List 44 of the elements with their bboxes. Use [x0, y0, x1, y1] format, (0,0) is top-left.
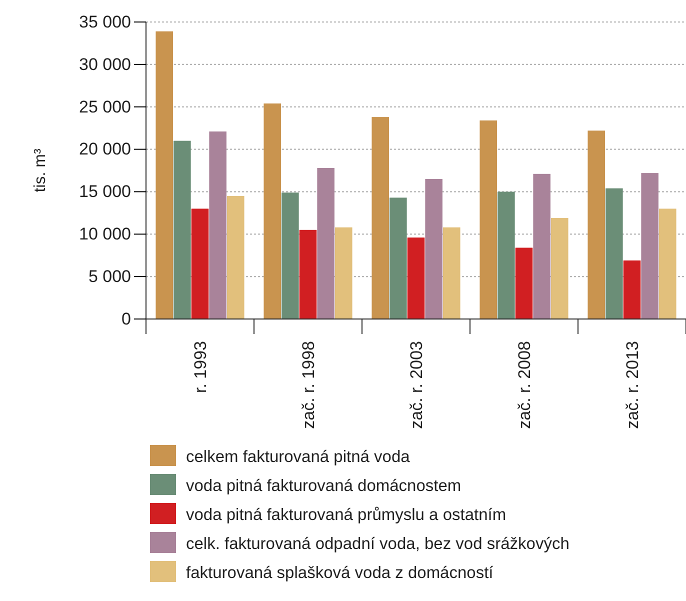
- legend-label: voda pitná fakturovaná průmyslu a ostatním: [186, 506, 506, 524]
- bar: [407, 238, 425, 319]
- bar: [226, 196, 244, 319]
- bar: [317, 168, 334, 319]
- bar: [334, 227, 352, 319]
- bar: [641, 173, 658, 319]
- x-tick-label: zač. r. 2008: [515, 341, 534, 429]
- bar: [191, 208, 209, 319]
- bar: [442, 227, 460, 319]
- y-tick-label: 15 000: [79, 182, 131, 202]
- y-tick-label: 30 000: [79, 54, 131, 74]
- bar: [390, 198, 407, 319]
- bar: [282, 192, 299, 319]
- bar: [550, 218, 568, 319]
- legend-label: celkem fakturovaná pitná voda: [186, 448, 411, 466]
- x-tick-label: r. 1993: [191, 341, 210, 393]
- bar: [533, 174, 550, 319]
- bar: [299, 230, 317, 319]
- legend-label: voda pitná fakturovaná domácnostem: [186, 477, 462, 495]
- x-tick-label: zač. r. 1998: [299, 341, 318, 429]
- bar: [498, 192, 515, 319]
- bar: [174, 140, 191, 319]
- bar: [156, 31, 174, 319]
- bar: [623, 260, 641, 319]
- y-axis-title: tis. m³: [32, 148, 49, 192]
- x-tick-label: zač. r. 2013: [623, 341, 642, 429]
- bar: [264, 103, 282, 319]
- bar: [209, 131, 226, 319]
- bar: [658, 208, 676, 319]
- y-tick-label: 35 000: [79, 12, 131, 32]
- legend-label: celk. fakturovaná odpadní voda, bez vod srážkových: [186, 535, 570, 553]
- bar: [588, 130, 606, 319]
- bar: [425, 178, 442, 319]
- y-tick-label: 10 000: [79, 224, 131, 244]
- y-tick-label: 0: [122, 309, 131, 328]
- legend-label: fakturovaná splašková voda z domácností: [186, 564, 494, 582]
- x-tick-label: zač. r. 2003: [407, 341, 426, 429]
- bar: [606, 188, 623, 319]
- bar: [515, 248, 533, 319]
- y-tick-label: 5 000: [88, 267, 131, 286]
- bar: [480, 120, 498, 319]
- y-tick-label: 20 000: [79, 140, 131, 159]
- y-tick-label: 25 000: [79, 97, 131, 116]
- bar: [372, 117, 390, 319]
